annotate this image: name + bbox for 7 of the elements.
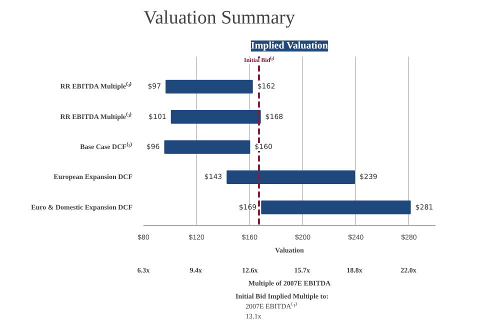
bar xyxy=(226,170,356,184)
bar xyxy=(166,80,253,94)
bar xyxy=(261,200,411,214)
bar xyxy=(170,110,261,124)
chart-subtitle: Implied Valuation xyxy=(250,40,328,52)
chart-title: Valuation Summary xyxy=(144,8,296,28)
bar xyxy=(164,140,250,154)
